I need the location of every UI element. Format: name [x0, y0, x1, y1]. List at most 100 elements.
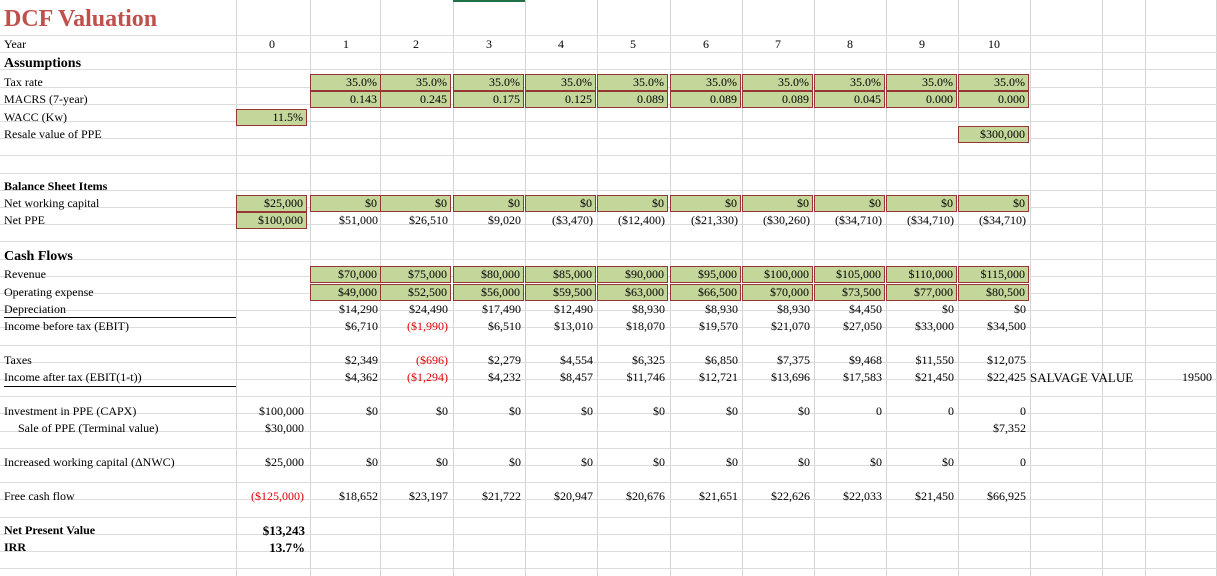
value-cell-fcf[interactable]: $20,947: [554, 489, 593, 503]
input-cell-opex[interactable]: $49,000: [310, 284, 381, 301]
value-cell-iat[interactable]: $12,721: [699, 370, 738, 384]
salvage-value-cell[interactable]: 19500: [1182, 370, 1212, 384]
value-cell-dnwc[interactable]: $0: [436, 455, 448, 469]
input-cell-macrs[interactable]: 0.125: [525, 91, 596, 108]
value-cell-capx[interactable]: $0: [436, 404, 448, 418]
value-cell-fcf[interactable]: $22,626: [771, 489, 810, 503]
value-cell-netppe[interactable]: ($34,710): [907, 213, 954, 227]
year-header-cell[interactable]: 4: [558, 37, 564, 51]
npv-value-cell[interactable]: $13,243: [262, 523, 305, 538]
value-cell-dnwc[interactable]: $0: [581, 455, 593, 469]
value-cell-dnwc[interactable]: $0: [509, 455, 521, 469]
input-cell-macrs[interactable]: 0.000: [958, 91, 1029, 108]
value-cell-dep[interactable]: $8,930: [705, 302, 738, 316]
value-cell-capx[interactable]: $0: [509, 404, 521, 418]
value-cell-netppe[interactable]: ($34,710): [835, 213, 882, 227]
value-cell-taxes[interactable]: ($696): [416, 353, 448, 367]
irr-value-cell[interactable]: 13.7%: [269, 540, 305, 555]
input-cell-tax[interactable]: 35.0%: [742, 74, 813, 91]
input-cell-opex[interactable]: $66,500: [670, 284, 741, 301]
year-header-cell[interactable]: 1: [343, 37, 349, 51]
value-cell-netppe[interactable]: ($12,400): [618, 213, 665, 227]
value-cell-taxes[interactable]: $2,279: [488, 353, 521, 367]
input-cell-resale[interactable]: $300,000: [958, 126, 1029, 143]
value-cell-ebit[interactable]: $13,010: [554, 319, 593, 333]
input-cell-nwc[interactable]: $0: [453, 195, 524, 212]
value-cell-dnwc[interactable]: $0: [942, 455, 954, 469]
input-cell-tax[interactable]: 35.0%: [525, 74, 596, 91]
input-cell-nwc[interactable]: $0: [380, 195, 451, 212]
input-cell-tax[interactable]: 35.0%: [886, 74, 957, 91]
value-cell-capx[interactable]: $100,000: [259, 404, 304, 418]
input-cell-opex[interactable]: $56,000: [453, 284, 524, 301]
input-cell-revenue[interactable]: $85,000: [525, 266, 596, 283]
input-cell-wacc[interactable]: 11.5%: [236, 109, 307, 126]
value-cell-ebit[interactable]: $19,570: [699, 319, 738, 333]
value-cell-dep[interactable]: $14,290: [339, 302, 378, 316]
value-cell-fcf[interactable]: $23,197: [409, 489, 448, 503]
value-cell-capx[interactable]: 0: [1020, 404, 1026, 418]
year-header-cell[interactable]: 10: [988, 37, 1000, 51]
value-cell-ebit[interactable]: $33,000: [915, 319, 954, 333]
value-cell-fcf[interactable]: $20,676: [626, 489, 665, 503]
input-cell-nwc[interactable]: $0: [670, 195, 741, 212]
input-cell-revenue[interactable]: $80,000: [453, 266, 524, 283]
value-cell-netppe[interactable]: ($21,330): [691, 213, 738, 227]
value-cell-capx[interactable]: $0: [798, 404, 810, 418]
input-cell-macrs[interactable]: 0.045: [814, 91, 885, 108]
value-cell-netppe[interactable]: $9,020: [488, 213, 521, 227]
value-cell-netppe[interactable]: ($3,470): [552, 213, 593, 227]
year-header-cell[interactable]: 3: [486, 37, 492, 51]
value-cell-taxes[interactable]: $9,468: [849, 353, 882, 367]
input-cell-netppe[interactable]: $100,000: [236, 212, 307, 229]
input-cell-opex[interactable]: $77,000: [886, 284, 957, 301]
value-cell-dnwc[interactable]: $25,000: [265, 455, 304, 469]
input-cell-opex[interactable]: $73,500: [814, 284, 885, 301]
value-cell-capx[interactable]: $0: [366, 404, 378, 418]
value-cell-dep[interactable]: $8,930: [632, 302, 665, 316]
value-cell-dep[interactable]: $8,930: [777, 302, 810, 316]
year-header-cell[interactable]: 7: [775, 37, 781, 51]
input-cell-revenue[interactable]: $105,000: [814, 266, 885, 283]
input-cell-opex[interactable]: $59,500: [525, 284, 596, 301]
input-cell-tax[interactable]: 35.0%: [958, 74, 1029, 91]
year-header-cell[interactable]: 6: [703, 37, 709, 51]
value-cell-iat[interactable]: $21,450: [915, 370, 954, 384]
input-cell-tax[interactable]: 35.0%: [310, 74, 381, 91]
value-cell-capx[interactable]: 0: [876, 404, 882, 418]
value-cell-ebit[interactable]: $6,710: [345, 319, 378, 333]
value-cell-capx[interactable]: 0: [948, 404, 954, 418]
value-cell-ebit[interactable]: ($1,990): [407, 319, 448, 333]
value-cell-dep[interactable]: $12,490: [554, 302, 593, 316]
input-cell-nwc[interactable]: $0: [886, 195, 957, 212]
input-cell-revenue[interactable]: $100,000: [742, 266, 813, 283]
input-cell-macrs[interactable]: 0.143: [310, 91, 381, 108]
value-cell-dnwc[interactable]: $0: [870, 455, 882, 469]
value-cell-capx[interactable]: $0: [726, 404, 738, 418]
value-cell-taxes[interactable]: $12,075: [987, 353, 1026, 367]
value-cell-taxes[interactable]: $7,375: [777, 353, 810, 367]
input-cell-nwc[interactable]: $0: [525, 195, 596, 212]
input-cell-nwc[interactable]: $0: [597, 195, 668, 212]
value-cell-iat[interactable]: $17,583: [843, 370, 882, 384]
value-cell-netppe[interactable]: $26,510: [409, 213, 448, 227]
input-cell-macrs[interactable]: 0.089: [597, 91, 668, 108]
value-cell-dnwc[interactable]: $0: [798, 455, 810, 469]
input-cell-revenue[interactable]: $75,000: [380, 266, 451, 283]
input-cell-macrs[interactable]: 0.245: [380, 91, 451, 108]
year-header-cell[interactable]: 9: [919, 37, 925, 51]
salvage-value-label[interactable]: SALVAGE VALUE: [1030, 370, 1134, 385]
year-header-cell[interactable]: 5: [630, 37, 636, 51]
value-cell-fcf[interactable]: $21,450: [915, 489, 954, 503]
value-cell-ebit[interactable]: $18,070: [626, 319, 665, 333]
year-header-cell[interactable]: 8: [847, 37, 853, 51]
input-cell-revenue[interactable]: $90,000: [597, 266, 668, 283]
value-cell-dep[interactable]: $24,490: [409, 302, 448, 316]
value-cell-netppe[interactable]: ($30,260): [763, 213, 810, 227]
input-cell-nwc[interactable]: $0: [742, 195, 813, 212]
value-cell-taxes[interactable]: $6,850: [705, 353, 738, 367]
value-cell-iat[interactable]: $4,362: [345, 370, 378, 384]
value-cell-iat[interactable]: $13,696: [771, 370, 810, 384]
year-header-cell[interactable]: 2: [413, 37, 419, 51]
input-cell-tax[interactable]: 35.0%: [453, 74, 524, 91]
